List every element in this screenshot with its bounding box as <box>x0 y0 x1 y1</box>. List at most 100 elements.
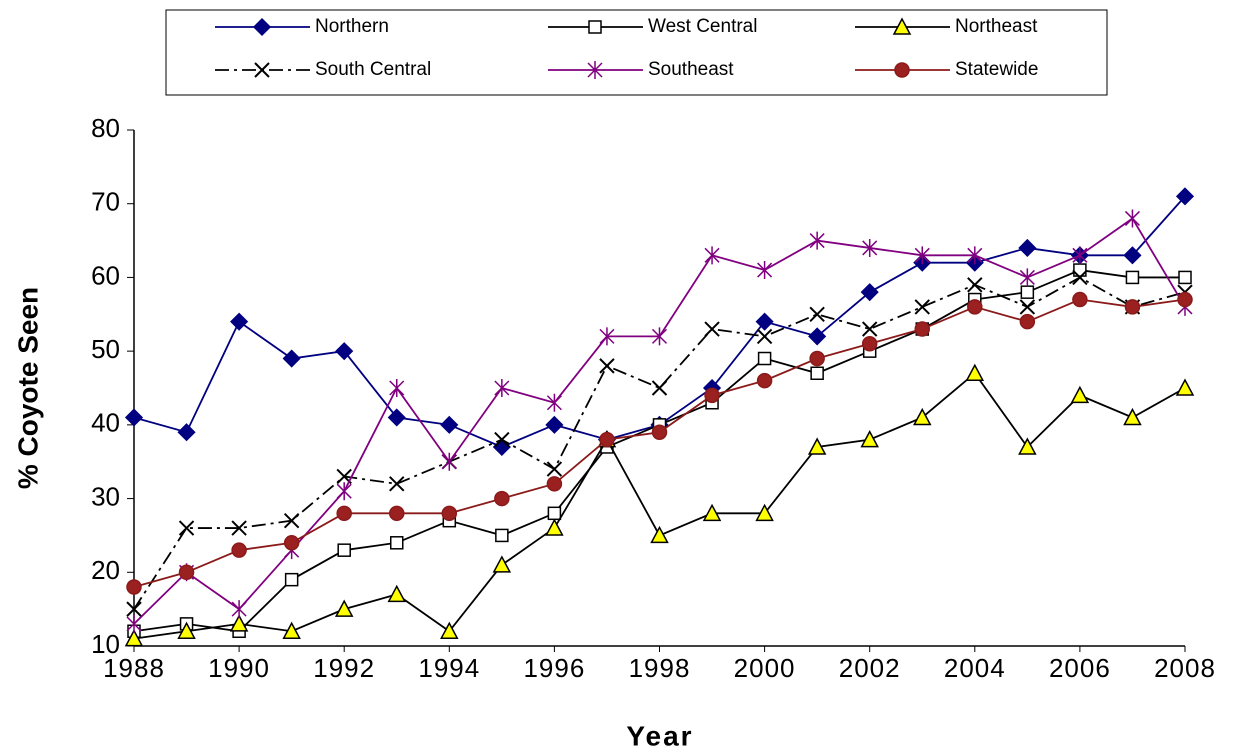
marker <box>650 525 669 544</box>
marker <box>914 321 930 337</box>
marker <box>860 430 879 448</box>
y-tick-label: 50 <box>91 334 120 364</box>
marker <box>809 350 825 367</box>
marker <box>1124 209 1140 228</box>
marker <box>1019 299 1036 315</box>
marker <box>1124 299 1141 315</box>
marker <box>126 579 142 595</box>
marker <box>1125 270 1140 285</box>
marker <box>335 342 354 361</box>
marker <box>441 505 458 522</box>
marker <box>389 379 405 397</box>
y-axis-label: % Coyote Seen <box>12 287 43 489</box>
marker <box>1177 291 1193 308</box>
x-tick-label: 1996 <box>523 653 585 683</box>
marker <box>1178 270 1192 285</box>
marker <box>1019 268 1035 287</box>
marker <box>387 408 406 427</box>
marker <box>1019 313 1036 330</box>
marker <box>861 336 878 352</box>
marker <box>755 503 774 522</box>
y-tick-label: 60 <box>91 260 120 290</box>
marker <box>284 572 299 587</box>
legend-label: Northern <box>315 16 389 37</box>
marker <box>756 328 773 345</box>
x-tick-label: 1990 <box>208 653 270 683</box>
marker <box>337 543 351 557</box>
marker <box>336 505 352 522</box>
legend-marker <box>892 17 912 35</box>
y-tick-label: 30 <box>91 481 120 511</box>
marker <box>651 327 668 346</box>
marker <box>283 512 300 529</box>
marker <box>126 614 142 633</box>
marker <box>178 520 195 536</box>
marker <box>387 584 406 603</box>
marker <box>1072 269 1088 286</box>
marker <box>1123 407 1142 426</box>
legend-marker <box>252 17 272 37</box>
x-tick-label: 2002 <box>839 653 901 683</box>
marker <box>495 528 509 543</box>
marker <box>546 393 562 412</box>
marker <box>231 520 247 536</box>
marker <box>230 312 249 331</box>
x-tick-label: 1988 <box>103 653 165 683</box>
marker <box>231 600 247 619</box>
marker <box>704 246 720 265</box>
x-tick-label: 1998 <box>629 653 691 683</box>
marker <box>756 372 773 389</box>
marker <box>1072 246 1088 265</box>
legend-marker <box>254 62 270 78</box>
marker <box>1175 187 1195 206</box>
x-tick-label: 2008 <box>1154 653 1216 683</box>
marker <box>547 506 562 521</box>
marker <box>178 564 195 581</box>
series-line <box>133 371 1186 640</box>
legend-marker <box>588 20 602 34</box>
marker <box>809 306 825 322</box>
marker <box>1175 378 1195 396</box>
marker <box>231 542 247 558</box>
marker <box>545 518 564 536</box>
marker <box>704 387 720 404</box>
marker <box>967 299 983 315</box>
marker <box>862 238 878 257</box>
marker <box>546 476 563 492</box>
marker <box>651 424 668 440</box>
marker <box>807 437 827 455</box>
y-tick-label: 20 <box>91 555 120 585</box>
marker <box>389 476 405 492</box>
marker <box>914 299 930 315</box>
marker <box>861 321 878 337</box>
marker <box>334 599 354 617</box>
marker <box>1070 385 1090 404</box>
marker <box>124 629 144 647</box>
marker <box>546 461 563 477</box>
marker <box>860 283 879 302</box>
marker <box>1018 437 1037 455</box>
marker <box>599 358 615 374</box>
legend-label: Statewide <box>955 59 1038 80</box>
marker <box>441 452 457 471</box>
y-tick-label: 70 <box>91 187 120 217</box>
x-tick-label: 1994 <box>418 653 480 683</box>
marker <box>440 415 459 434</box>
legend-marker <box>894 62 910 78</box>
marker <box>810 366 824 381</box>
x-tick-label: 2006 <box>1049 653 1111 683</box>
marker <box>967 246 983 265</box>
marker <box>808 327 827 346</box>
marker <box>177 621 196 640</box>
x-tick-label: 1992 <box>313 653 375 683</box>
series-line <box>133 276 1186 610</box>
marker <box>913 407 932 426</box>
marker <box>914 246 930 265</box>
marker <box>494 431 510 448</box>
marker <box>809 231 825 250</box>
marker <box>755 312 774 331</box>
marker <box>283 535 300 551</box>
marker <box>229 614 249 632</box>
legend-label: South Central <box>315 59 431 80</box>
